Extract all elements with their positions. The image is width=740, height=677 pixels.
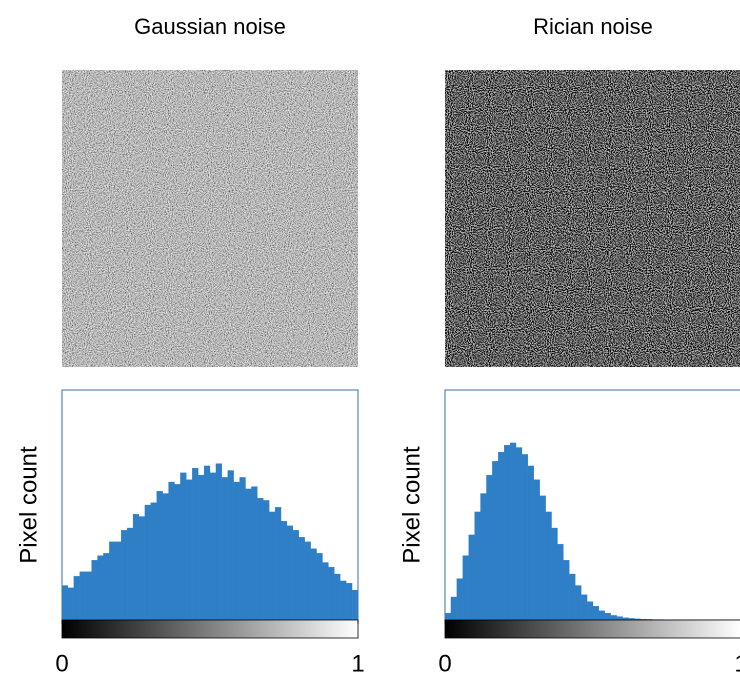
histogram-bar — [305, 542, 311, 620]
histogram-bar — [257, 498, 263, 620]
x-tick-label: 0 — [438, 650, 451, 677]
histogram-bar — [469, 535, 475, 620]
histogram-bar — [510, 443, 516, 620]
histogram-bar — [234, 482, 240, 620]
histogram-bar — [192, 468, 198, 620]
histogram-bar — [451, 597, 457, 620]
histogram-bar — [74, 576, 80, 620]
panel-title: Rician noise — [533, 14, 653, 39]
histogram-bar — [463, 556, 469, 620]
histogram-bar — [534, 480, 540, 620]
histogram-bar — [352, 590, 358, 620]
histogram-bar — [157, 491, 163, 620]
histogram-bar — [528, 466, 534, 620]
histogram-bar — [611, 615, 617, 620]
histogram-bar — [563, 560, 569, 620]
histogram-bar — [228, 471, 234, 621]
histogram-bar — [475, 512, 481, 620]
histogram-bar — [127, 528, 133, 620]
histogram-bar — [593, 606, 599, 620]
histogram-bar — [492, 461, 498, 620]
histogram-bar — [151, 503, 157, 620]
histogram-bar — [186, 480, 192, 620]
histogram-bar — [486, 475, 492, 620]
histogram-bar — [139, 517, 145, 621]
x-tick-label: 1 — [734, 650, 740, 677]
histogram-bar — [546, 512, 552, 620]
histogram-bar — [133, 514, 139, 620]
histogram-bar — [121, 530, 127, 620]
histogram-bar — [86, 572, 92, 620]
histogram-bar — [587, 602, 593, 620]
histogram-bar — [498, 452, 504, 620]
histogram-bar — [346, 583, 352, 620]
histogram-bar — [246, 489, 252, 620]
noise-image — [445, 70, 740, 367]
histogram-bar — [68, 588, 74, 620]
histogram-bar — [62, 586, 68, 621]
histogram-bar — [204, 466, 210, 620]
histogram-bar — [263, 500, 269, 620]
histogram-bar — [317, 553, 323, 620]
figure: Gaussian noise 0 1 Pixel count Rician noise 0… — [0, 0, 740, 677]
histogram-bar — [522, 454, 528, 620]
histogram-bar — [145, 505, 151, 620]
colorbar — [62, 620, 358, 638]
histogram-bar — [581, 595, 587, 620]
y-axis-label: Pixel count — [398, 446, 425, 564]
histogram-bar — [481, 494, 487, 621]
histogram-bar — [328, 567, 334, 620]
histogram-bar — [281, 521, 287, 620]
histogram-bar — [163, 494, 169, 621]
histogram-bar — [311, 549, 317, 620]
histogram-bar — [240, 477, 246, 620]
histogram-bar — [169, 482, 175, 620]
noise-image — [62, 70, 358, 367]
histogram-bar — [617, 617, 623, 620]
histogram-bar — [540, 496, 546, 620]
histogram-bar — [322, 563, 328, 621]
histogram-bar — [180, 473, 186, 620]
histogram-bar — [516, 448, 522, 621]
histogram-bar — [198, 475, 204, 620]
x-tick-label: 0 — [55, 650, 68, 677]
histogram-bar — [103, 553, 109, 620]
histogram-bar — [334, 574, 340, 620]
histogram-bar — [457, 579, 463, 620]
histogram-bar — [210, 473, 216, 620]
histogram-bar — [98, 556, 104, 620]
panel-title: Gaussian noise — [134, 14, 286, 39]
y-axis-label: Pixel count — [15, 446, 42, 564]
histogram-bar — [575, 586, 581, 621]
histogram-bar — [557, 544, 563, 620]
histogram-bar — [80, 572, 86, 620]
histogram-bar — [222, 477, 228, 620]
histogram-bar — [552, 528, 558, 620]
histogram-bar — [109, 542, 115, 620]
histogram-bar — [115, 542, 121, 620]
histogram-bar — [174, 484, 180, 620]
histogram-bar — [569, 574, 575, 620]
histogram-bar — [269, 512, 275, 620]
histogram-bar — [504, 445, 510, 620]
histogram-bar — [599, 611, 605, 620]
histogram-bar — [251, 487, 257, 620]
histogram-bar — [340, 581, 346, 620]
histogram-bar — [275, 507, 281, 620]
histogram-bar — [299, 537, 305, 620]
histogram-bar — [216, 464, 222, 620]
colorbar — [445, 620, 740, 638]
histogram-bar — [293, 530, 299, 620]
histogram-bar — [287, 526, 293, 620]
histogram-bar — [605, 613, 611, 620]
histogram-bar — [445, 613, 451, 620]
histogram-bar — [92, 560, 98, 620]
x-tick-label: 1 — [351, 650, 364, 677]
